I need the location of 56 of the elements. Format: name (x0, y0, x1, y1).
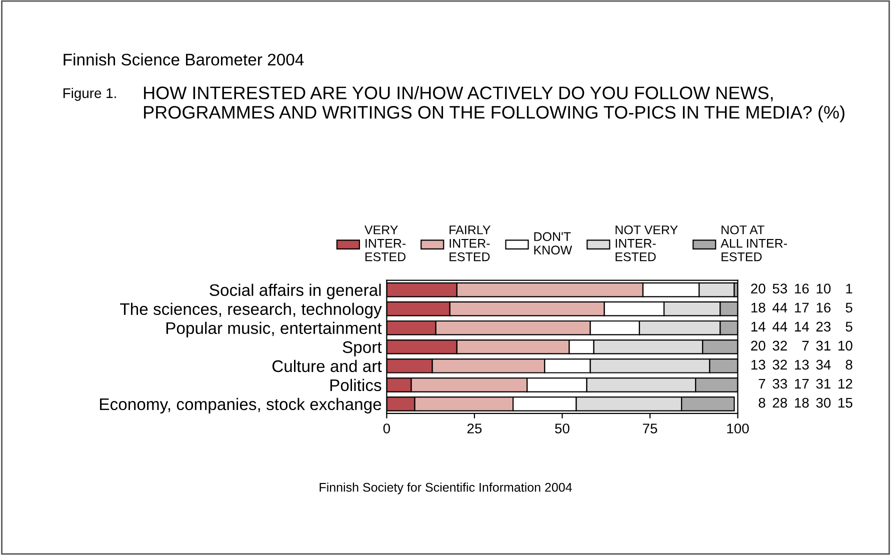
y-tick-label: Economy, companies, stock exchange (100, 398, 382, 414)
x-tick-label: 75 (642, 424, 658, 434)
legend-label: NOT VERY INTER- ESTED (616, 225, 678, 262)
data-label: 15 (838, 398, 852, 408)
data-label: 30 (816, 398, 831, 408)
data-label: 33 (772, 378, 787, 389)
data-label: 12 (838, 378, 852, 389)
data-label: 44 (772, 322, 788, 332)
legend-label: NOT AT ALL INTER- ESTED (720, 225, 787, 262)
data-label: 7 (758, 378, 766, 389)
data-label: 34 (816, 360, 831, 370)
data-label: 20 (751, 284, 766, 294)
y-tick-label: Popular music, entertainment (166, 322, 382, 338)
data-label: 28 (772, 398, 787, 408)
data-label: 20 (751, 340, 766, 351)
data-label: 8 (758, 398, 766, 408)
data-label: 10 (816, 284, 831, 294)
data-label: 7 (802, 340, 809, 350)
y-tick-label: Politics (330, 378, 382, 392)
chart-subtitle: HOW INTERESTED ARE YOU IN/HOW ACTIVELY DO YOU FOLLOW NEWS, PROGRAMMES AND WRITINGS ON THE FOLLOWING TO-PICS IN THE MEDIA? (%) (144, 86, 844, 122)
data-label: 32 (772, 360, 787, 370)
x-tick-label: 50 (555, 424, 570, 434)
data-label: 32 (772, 340, 787, 351)
y-tick-label: Culture and art (272, 360, 382, 372)
data-label: 18 (794, 398, 809, 408)
data-label: 8 (846, 360, 852, 370)
legend-label: VERY INTER- ESTED (364, 226, 406, 262)
data-label: 23 (816, 322, 831, 332)
data-label: 5 (846, 322, 852, 332)
data-label: 44 (772, 302, 788, 312)
data-label: 14 (794, 322, 809, 332)
data-label: 31 (816, 378, 830, 389)
data-label: 5 (846, 302, 852, 313)
caption: Figure 1. (64, 88, 116, 101)
text: Finnish Science Barometer 2004 (64, 53, 304, 66)
data-label: 13 (794, 360, 809, 370)
x-tick-label: 0 (383, 424, 390, 434)
data-label: 16 (794, 284, 809, 294)
y-tick-label: Social affairs in general (210, 284, 381, 300)
y-tick-label: Sport (342, 341, 382, 356)
data-label: 31 (816, 340, 830, 351)
x-tick-label: 100 (727, 424, 749, 434)
data-label: 17 (794, 378, 809, 389)
x-tick-label: 25 (467, 424, 482, 434)
legend-label: FAIRLY INTER- ESTED (450, 226, 490, 262)
data-label: 53 (772, 284, 787, 294)
data-label: 10 (838, 340, 852, 351)
data-label: 18 (751, 302, 766, 313)
data-label: 13 (751, 360, 766, 370)
data-label: 1 (846, 284, 852, 294)
data-label: 14 (751, 322, 766, 332)
legend-label: DON'T KNOW (534, 232, 572, 254)
data-label: 16 (816, 302, 831, 313)
data-label: 17 (794, 302, 809, 312)
y-tick-label: The sciences, research, technology (120, 302, 382, 318)
text: Finnish Society for Scientific Information 2004 (320, 482, 572, 494)
